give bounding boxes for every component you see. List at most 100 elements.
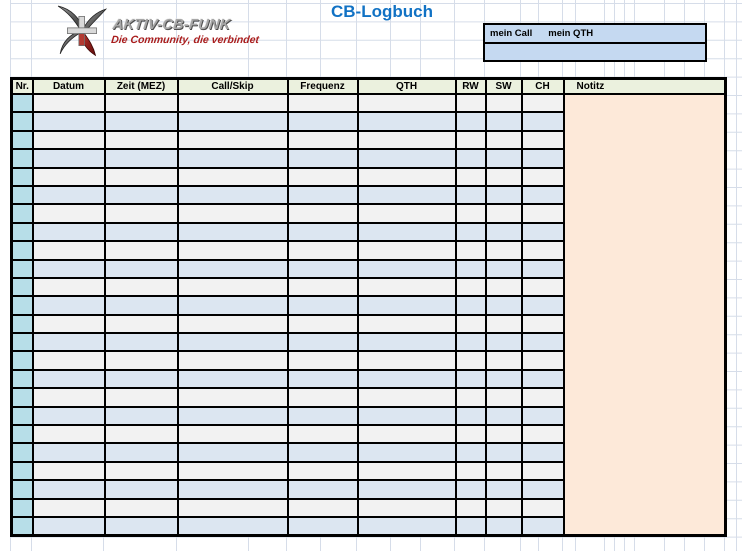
cell-callskip[interactable] bbox=[176, 350, 289, 371]
cell-callskip[interactable] bbox=[176, 405, 289, 427]
cell-nr[interactable] bbox=[10, 184, 34, 206]
cell-ch[interactable] bbox=[520, 166, 565, 187]
cell-frequenz[interactable] bbox=[286, 203, 359, 224]
cell-callskip[interactable] bbox=[176, 111, 289, 132]
cell-zeit[interactable] bbox=[103, 258, 179, 279]
cell-datum[interactable] bbox=[31, 148, 106, 169]
cell-rw[interactable] bbox=[454, 166, 487, 187]
cell-sw[interactable] bbox=[484, 184, 523, 206]
cell-qth[interactable] bbox=[356, 368, 457, 390]
cell-sw[interactable] bbox=[484, 405, 523, 427]
cell-ch[interactable] bbox=[520, 497, 565, 519]
cell-rw[interactable] bbox=[454, 368, 487, 390]
cell-frequenz[interactable] bbox=[286, 295, 359, 316]
cell-datum[interactable] bbox=[31, 111, 106, 132]
cell-qth[interactable] bbox=[356, 405, 457, 427]
cell-nr[interactable] bbox=[10, 148, 34, 169]
cell-rw[interactable] bbox=[454, 92, 487, 114]
cell-ch[interactable] bbox=[520, 240, 565, 261]
cell-zeit[interactable] bbox=[103, 184, 179, 206]
cell-datum[interactable] bbox=[31, 295, 106, 316]
cell-nr[interactable] bbox=[10, 442, 34, 463]
cell-qth[interactable] bbox=[356, 221, 457, 243]
cell-datum[interactable] bbox=[31, 276, 106, 298]
cell-frequenz[interactable] bbox=[286, 515, 359, 537]
cell-ch[interactable] bbox=[520, 221, 565, 243]
cell-frequenz[interactable] bbox=[286, 221, 359, 243]
cell-rw[interactable] bbox=[454, 203, 487, 224]
cell-callskip[interactable] bbox=[176, 184, 289, 206]
cell-frequenz[interactable] bbox=[286, 479, 359, 500]
cell-datum[interactable] bbox=[31, 129, 106, 151]
cell-rw[interactable] bbox=[454, 515, 487, 537]
cell-frequenz[interactable] bbox=[286, 368, 359, 390]
cell-nr[interactable] bbox=[10, 313, 34, 335]
cell-callskip[interactable] bbox=[176, 148, 289, 169]
cell-qth[interactable] bbox=[356, 184, 457, 206]
cell-frequenz[interactable] bbox=[286, 387, 359, 408]
cell-callskip[interactable] bbox=[176, 424, 289, 445]
cell-zeit[interactable] bbox=[103, 92, 179, 114]
cell-sw[interactable] bbox=[484, 240, 523, 261]
cell-callskip[interactable] bbox=[176, 460, 289, 482]
cell-frequenz[interactable] bbox=[286, 442, 359, 463]
cell-nr[interactable] bbox=[10, 166, 34, 187]
cell-ch[interactable] bbox=[520, 479, 565, 500]
cell-callskip[interactable] bbox=[176, 295, 289, 316]
cell-qth[interactable] bbox=[356, 350, 457, 371]
cell-datum[interactable] bbox=[31, 442, 106, 463]
cell-sw[interactable] bbox=[484, 515, 523, 537]
cell-callskip[interactable] bbox=[176, 332, 289, 353]
cell-datum[interactable] bbox=[31, 405, 106, 427]
cell-ch[interactable] bbox=[520, 350, 565, 371]
cell-nr[interactable] bbox=[10, 460, 34, 482]
cell-sw[interactable] bbox=[484, 387, 523, 408]
cell-callskip[interactable] bbox=[176, 276, 289, 298]
cell-rw[interactable] bbox=[454, 405, 487, 427]
cell-nr[interactable] bbox=[10, 515, 34, 537]
station-values-row[interactable] bbox=[485, 44, 705, 62]
cell-qth[interactable] bbox=[356, 240, 457, 261]
cell-rw[interactable] bbox=[454, 350, 487, 371]
cell-rw[interactable] bbox=[454, 184, 487, 206]
cell-frequenz[interactable] bbox=[286, 129, 359, 151]
cell-sw[interactable] bbox=[484, 479, 523, 500]
cell-zeit[interactable] bbox=[103, 313, 179, 335]
cell-frequenz[interactable] bbox=[286, 258, 359, 279]
cell-ch[interactable] bbox=[520, 203, 565, 224]
cell-rw[interactable] bbox=[454, 240, 487, 261]
cell-ch[interactable] bbox=[520, 332, 565, 353]
cell-ch[interactable] bbox=[520, 129, 565, 151]
cell-frequenz[interactable] bbox=[286, 313, 359, 335]
cell-frequenz[interactable] bbox=[286, 111, 359, 132]
cell-qth[interactable] bbox=[356, 313, 457, 335]
cell-datum[interactable] bbox=[31, 387, 106, 408]
cell-sw[interactable] bbox=[484, 203, 523, 224]
cell-sw[interactable] bbox=[484, 148, 523, 169]
cell-qth[interactable] bbox=[356, 92, 457, 114]
cell-qth[interactable] bbox=[356, 203, 457, 224]
cell-rw[interactable] bbox=[454, 148, 487, 169]
cell-zeit[interactable] bbox=[103, 221, 179, 243]
cell-qth[interactable] bbox=[356, 129, 457, 151]
cell-ch[interactable] bbox=[520, 424, 565, 445]
cell-zeit[interactable] bbox=[103, 479, 179, 500]
cell-rw[interactable] bbox=[454, 497, 487, 519]
cell-sw[interactable] bbox=[484, 497, 523, 519]
cell-rw[interactable] bbox=[454, 460, 487, 482]
cell-nr[interactable] bbox=[10, 497, 34, 519]
cell-datum[interactable] bbox=[31, 166, 106, 187]
cell-rw[interactable] bbox=[454, 111, 487, 132]
cell-callskip[interactable] bbox=[176, 92, 289, 114]
cell-rw[interactable] bbox=[454, 313, 487, 335]
cell-frequenz[interactable] bbox=[286, 240, 359, 261]
cell-zeit[interactable] bbox=[103, 515, 179, 537]
cell-qth[interactable] bbox=[356, 424, 457, 445]
cell-datum[interactable] bbox=[31, 479, 106, 500]
cell-sw[interactable] bbox=[484, 350, 523, 371]
cell-nr[interactable] bbox=[10, 332, 34, 353]
cell-rw[interactable] bbox=[454, 442, 487, 463]
cell-zeit[interactable] bbox=[103, 368, 179, 390]
cell-datum[interactable] bbox=[31, 258, 106, 279]
cell-nr[interactable] bbox=[10, 221, 34, 243]
